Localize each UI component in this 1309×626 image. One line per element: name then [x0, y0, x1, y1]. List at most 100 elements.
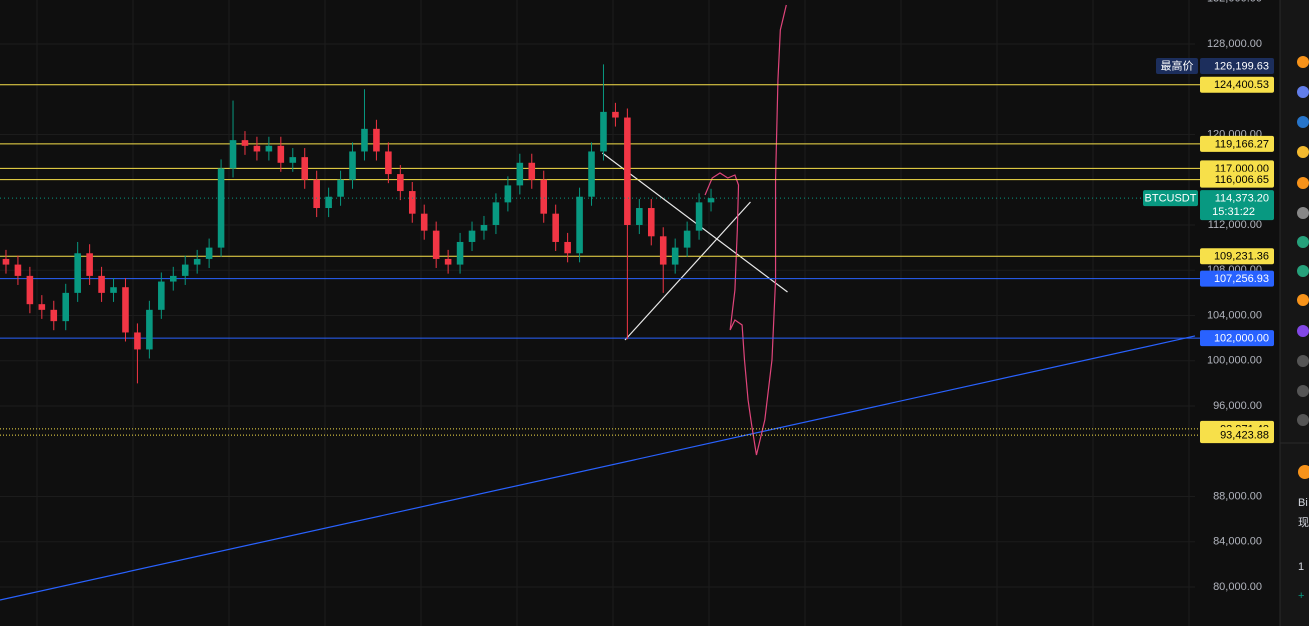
- level-label-box: [1200, 76, 1274, 93]
- candle-body: [265, 145, 273, 152]
- sidebar: [1280, 0, 1309, 626]
- candle-body: [540, 179, 548, 214]
- candle-body: [50, 309, 58, 322]
- y-tick-label: 80,000.00: [1213, 581, 1262, 593]
- sidebar-icon[interactable]: [1298, 465, 1309, 479]
- candle-body: [181, 264, 189, 276]
- candle-body: [456, 241, 464, 265]
- sidebar-icon[interactable]: [1297, 236, 1309, 248]
- sidebar-icon[interactable]: [1297, 355, 1309, 367]
- sidebar-icon[interactable]: [1297, 294, 1309, 306]
- candle-body: [647, 208, 655, 237]
- candle-body: [313, 179, 320, 209]
- y-tick-label: 100,000.00: [1207, 355, 1262, 367]
- candle-body: [134, 332, 141, 350]
- candle-body: [480, 224, 488, 231]
- sidebar-icon[interactable]: [1297, 86, 1309, 98]
- candle-body: [38, 304, 46, 310]
- candle-body: [98, 275, 105, 293]
- symbol-label: BTCUSDT: [1145, 193, 1197, 205]
- symbol-box: [1143, 190, 1198, 207]
- level-label: 124,400.53: [1214, 79, 1269, 91]
- candle-body: [169, 275, 177, 282]
- candle-body: [217, 168, 225, 248]
- candle-body: [528, 162, 536, 180]
- candle-body: [158, 281, 165, 310]
- candle-body: [229, 140, 237, 169]
- y-tick-label: 128,000.00: [1207, 38, 1262, 50]
- high-value: 126,199.63: [1214, 60, 1269, 72]
- sidebar-text: Bi: [1298, 497, 1308, 509]
- candle-body: [301, 157, 309, 180]
- candle-body: [2, 258, 10, 265]
- sidebar-icon[interactable]: [1297, 207, 1309, 219]
- candle-body: [707, 198, 715, 203]
- sidebar-icon[interactable]: [1297, 265, 1309, 277]
- y-tick-label: 104,000.00: [1207, 309, 1262, 321]
- candle-body: [552, 213, 559, 242]
- sidebar-text: +: [1298, 590, 1304, 602]
- drawing: [601, 152, 788, 293]
- high-value-box: [1200, 58, 1274, 74]
- candle-body: [253, 145, 261, 152]
- drawing: [0, 335, 1196, 601]
- drawing: [704, 4, 787, 456]
- level-label-box: [1200, 330, 1274, 347]
- sidebar-icon[interactable]: [1297, 177, 1309, 189]
- y-tick-label: 132,000.00: [1207, 0, 1262, 5]
- level-label-box: [1200, 270, 1274, 287]
- candle-body: [444, 258, 452, 265]
- candle-body: [349, 151, 356, 180]
- candle-body: [397, 174, 404, 192]
- candle-body: [385, 151, 392, 175]
- sidebar-icon[interactable]: [1297, 385, 1309, 397]
- high-name-box: [1156, 58, 1198, 74]
- y-tick-label: 88,000.00: [1213, 490, 1262, 502]
- level-label-box: [1200, 171, 1274, 188]
- candle-body: [74, 253, 81, 293]
- candle-body: [122, 287, 129, 333]
- level-label: 102,000.00: [1214, 333, 1269, 345]
- candle-body: [624, 117, 631, 225]
- sidebar-icon[interactable]: [1297, 325, 1309, 337]
- candle-body: [659, 236, 667, 265]
- candle-body: [600, 111, 607, 152]
- candle-body: [576, 196, 583, 254]
- candle-body: [289, 157, 297, 163]
- level-label: 107,256.93: [1214, 273, 1269, 285]
- candle-body: [241, 140, 249, 146]
- sidebar-icon[interactable]: [1297, 116, 1309, 128]
- countdown: 15:31:22: [1212, 206, 1255, 218]
- sidebar-icon[interactable]: [1297, 146, 1309, 158]
- sidebar-icon[interactable]: [1297, 414, 1309, 426]
- candle-body: [492, 202, 500, 225]
- candle-body: [146, 309, 153, 350]
- candle-body: [432, 230, 440, 259]
- candle-body: [695, 202, 703, 231]
- candle-body: [62, 292, 70, 322]
- candle-body: [110, 287, 117, 293]
- candle-body: [504, 185, 512, 203]
- level-label: 116,006.65: [1215, 174, 1269, 186]
- high-name: 最高价: [1161, 58, 1194, 72]
- level-label-box: [1200, 248, 1274, 265]
- candle-body: [420, 213, 428, 231]
- candle-body: [361, 128, 368, 152]
- candle-body: [408, 191, 416, 214]
- y-tick-label: 112,000.00: [1208, 219, 1262, 231]
- candle-body: [205, 247, 213, 259]
- sidebar-text: 1: [1298, 561, 1304, 573]
- last-price-box: [1200, 190, 1274, 221]
- level-label-box: [1200, 427, 1274, 444]
- level-label: 93,423.88: [1220, 430, 1269, 442]
- y-tick-label: 84,000.00: [1213, 536, 1262, 548]
- candle-body: [325, 196, 332, 209]
- candle-body: [612, 111, 619, 118]
- sidebar-text: 现: [1298, 516, 1309, 529]
- candle-body: [516, 162, 524, 186]
- sidebar-icon[interactable]: [1297, 56, 1309, 68]
- level-label-box: [1200, 135, 1274, 152]
